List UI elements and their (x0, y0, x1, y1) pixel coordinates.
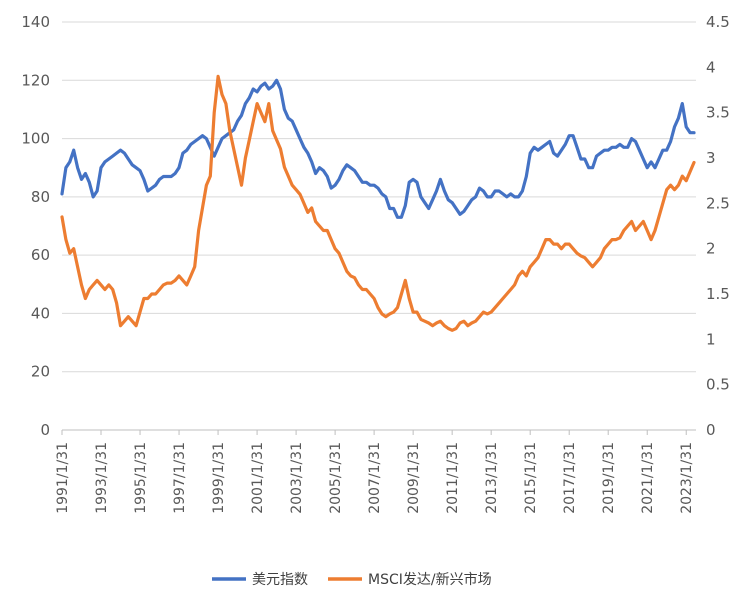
y-left-tick-label: 140 (21, 13, 50, 31)
x-tick-label: 1999/1/31 (211, 442, 227, 514)
x-tick-label: 2015/1/31 (523, 442, 539, 514)
y-right-tick-label: 2 (706, 240, 716, 258)
y-right-tick-label: 4.5 (706, 13, 730, 31)
axes: 0 20 40 60 80 100 120 140 0 0.5 1 1.5 2 2.5 3 3.5 4 4.5 19… (21, 13, 730, 514)
series-lines (60, 74, 696, 332)
y-left-tick-label: 0 (40, 421, 50, 439)
y-left-tick-label: 80 (31, 188, 50, 206)
y-right-tick-label: 3 (706, 149, 716, 167)
y-right-tick-label: 1 (706, 330, 716, 348)
x-tick-label: 1995/1/31 (133, 442, 149, 514)
y-right-tick-label: 0 (706, 421, 716, 439)
y-left-tick-label: 40 (31, 304, 50, 322)
x-tick-label: 2009/1/31 (406, 442, 422, 514)
x-tick-label: 2001/1/31 (250, 442, 266, 514)
x-tick-label: 1991/1/31 (55, 442, 71, 514)
x-tick-label: 1997/1/31 (172, 442, 188, 514)
x-tick-label: 2007/1/31 (367, 442, 383, 514)
y-right-tick-label: 0.5 (706, 376, 730, 394)
y-left-tick-label: 60 (31, 246, 50, 264)
legend[interactable]: 美元指数 MSCI发达/新兴市场 (212, 571, 492, 588)
y-right-tick-label: 3.5 (706, 104, 730, 122)
legend-label-1[interactable]: 美元指数 (252, 572, 308, 588)
x-tick-label: 2011/1/31 (445, 442, 461, 514)
series-line-1 (60, 78, 696, 219)
x-tick-label: 2021/1/31 (640, 442, 656, 514)
x-tick-label: 2005/1/31 (328, 442, 344, 514)
x-tick-label: 2003/1/31 (289, 442, 305, 514)
y-right-tick-label: 4 (706, 58, 716, 76)
x-tick-label: 1993/1/31 (94, 442, 110, 514)
y-left-tick-label: 20 (31, 363, 50, 381)
y-left-tick-label: 120 (21, 71, 50, 89)
y-right-tick-label: 2.5 (706, 194, 730, 212)
x-tick-label: 2023/1/31 (679, 442, 695, 514)
x-tick-label: 2019/1/31 (601, 442, 617, 514)
x-tick-label: 2013/1/31 (484, 442, 500, 514)
legend-label-2[interactable]: MSCI发达/新兴市场 (368, 571, 492, 588)
y-left-tick-label: 100 (21, 130, 50, 148)
gridlines (62, 21, 696, 373)
x-tick-label: 2017/1/31 (562, 442, 578, 514)
y-right-tick-label: 1.5 (706, 285, 730, 303)
series-line-2 (60, 74, 696, 332)
